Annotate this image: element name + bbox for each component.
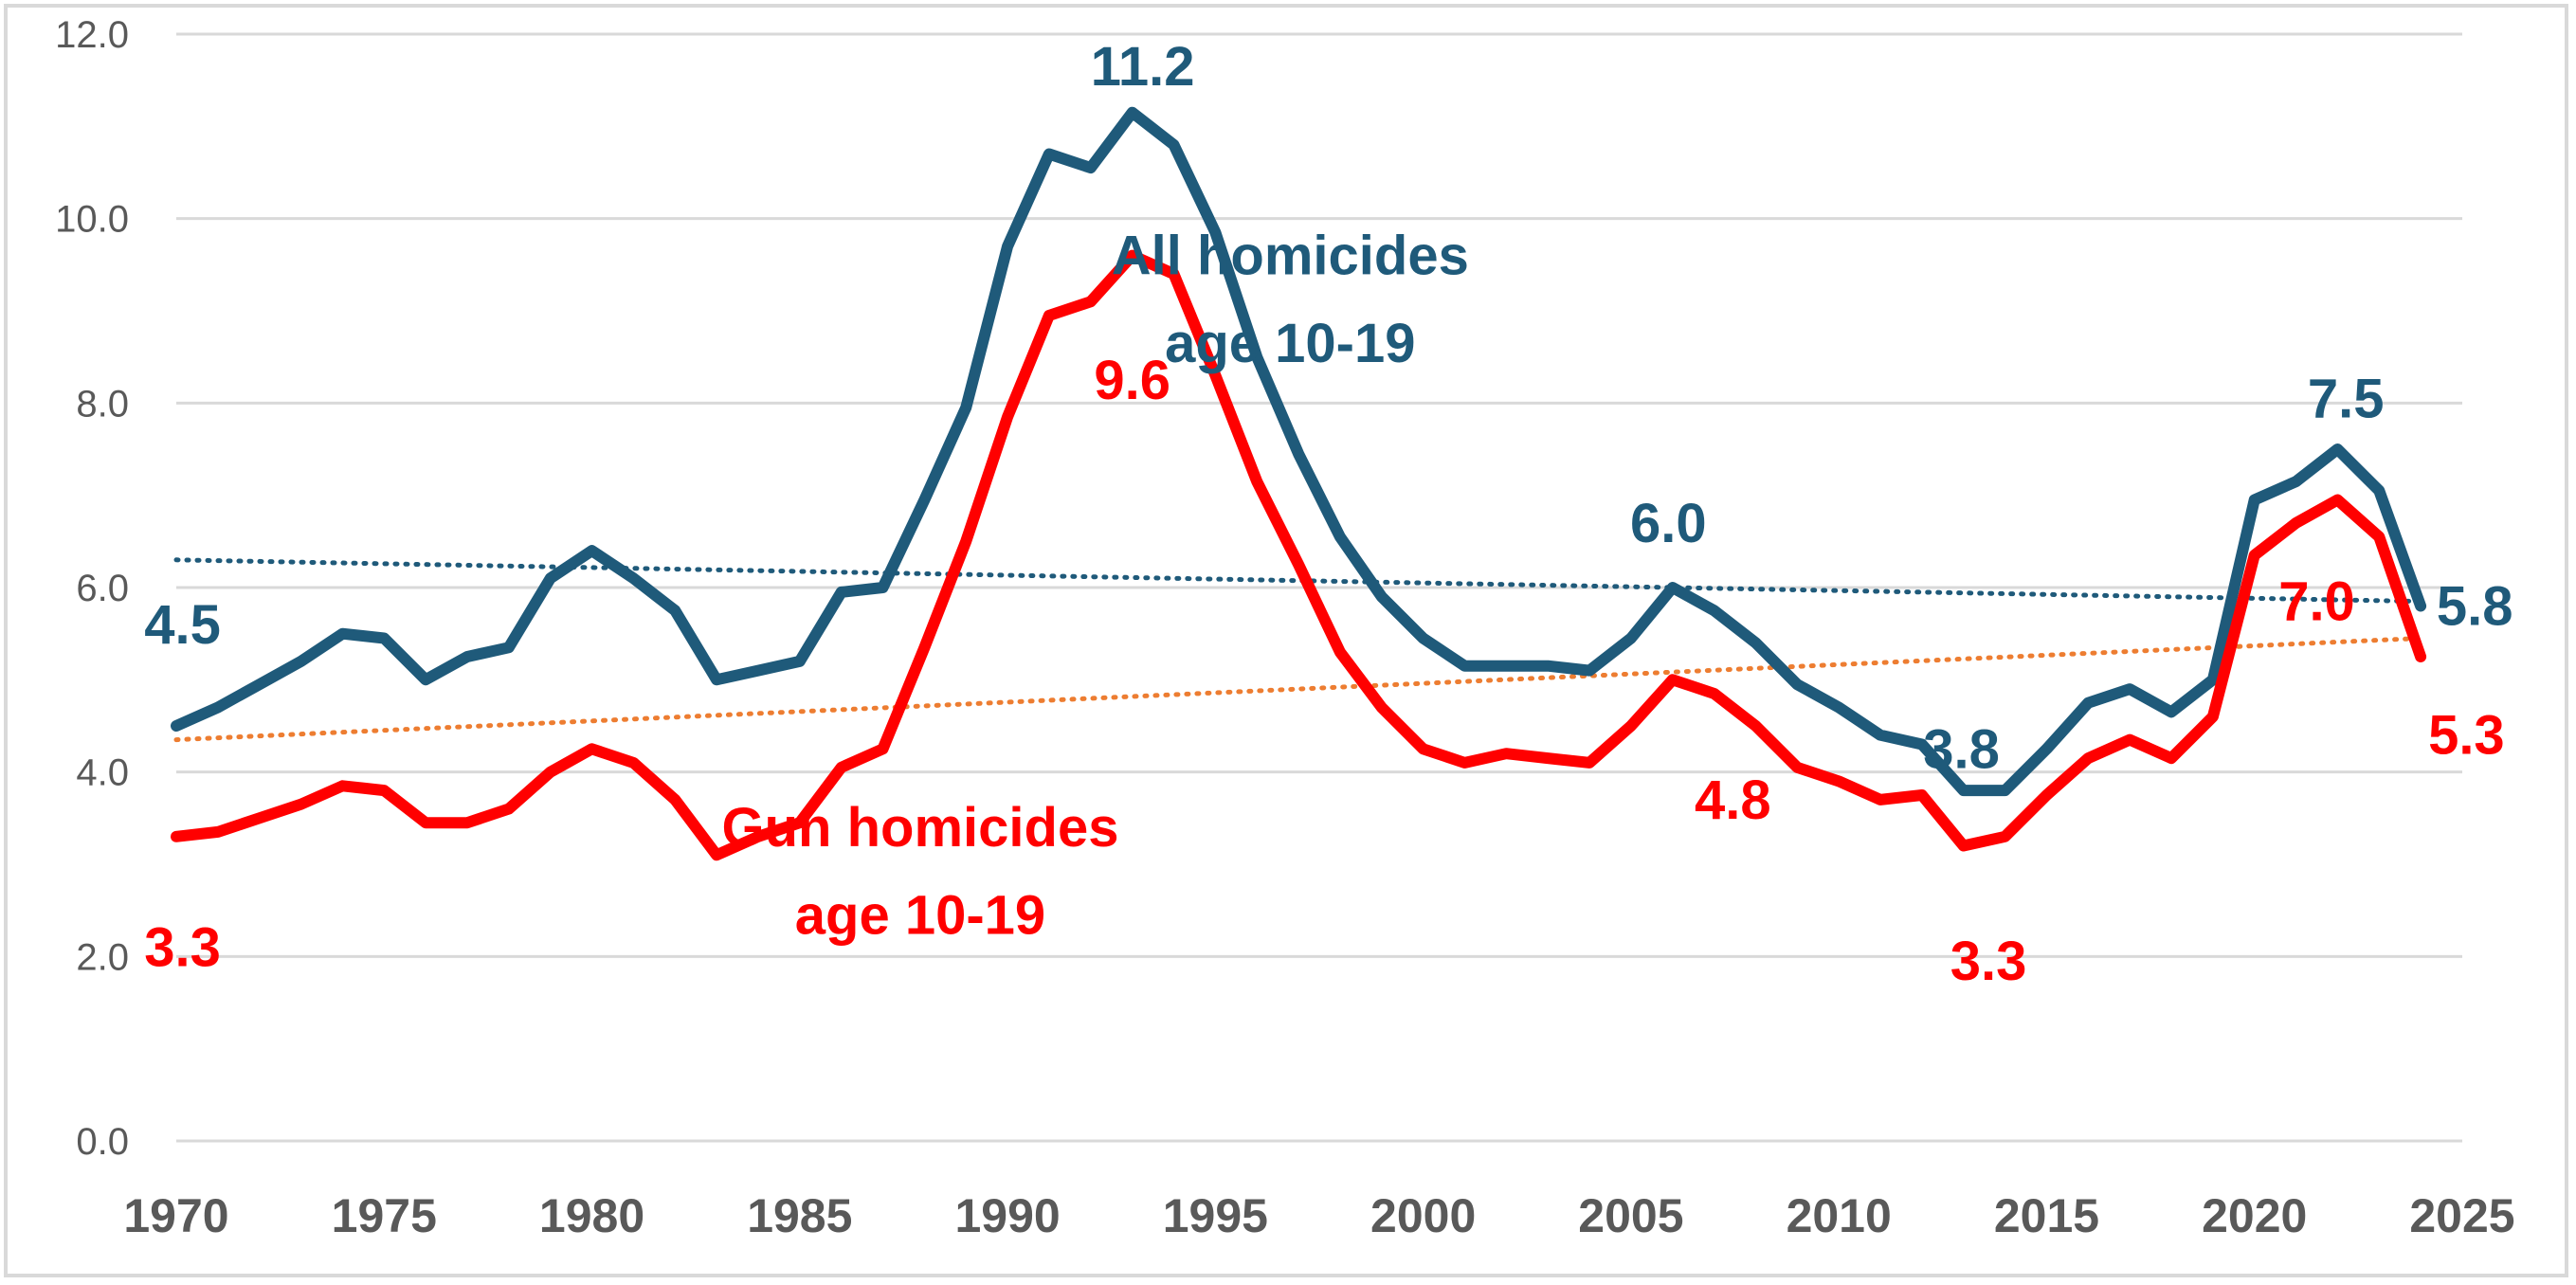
trendline-all — [173, 557, 2423, 605]
y-tick-label: 12.0 — [55, 14, 129, 56]
x-tick-label: 2020 — [2202, 1189, 2307, 1242]
data-label: 9.6 — [1094, 350, 1170, 411]
trendline-gun — [173, 636, 2423, 743]
x-tick-label: 1970 — [123, 1189, 228, 1242]
x-tick-label: 2025 — [2409, 1189, 2514, 1242]
y-tick-label: 8.0 — [76, 383, 129, 425]
y-axis-ticks: 0.0 2.0 4.0 6.0 8.0 10.0 12.0 — [55, 14, 129, 1163]
y-tick-label: 6.0 — [76, 568, 129, 609]
data-label: 7.5 — [2308, 368, 2385, 429]
y-tick-label: 0.0 — [76, 1121, 129, 1163]
gridlines — [176, 32, 2462, 1143]
chart-frame — [4, 4, 2568, 1277]
data-label: 6.0 — [1630, 493, 1707, 554]
trendlines — [173, 557, 2423, 743]
data-label: 3.8 — [1923, 718, 2000, 780]
x-tick-label: 1995 — [1163, 1189, 1268, 1242]
x-tick-label: 2015 — [1994, 1189, 2099, 1242]
x-tick-label: 2005 — [1578, 1189, 1683, 1242]
x-tick-label: 1980 — [539, 1189, 644, 1242]
y-tick-label: 10.0 — [55, 199, 129, 241]
data-label: 3.3 — [1950, 931, 2027, 992]
series-label-all-line2: age 10-19 — [1165, 313, 1415, 374]
series-labels: All homicides age 10-19 Gun homicides age 1… — [722, 226, 1469, 947]
x-tick-label: 2010 — [1787, 1189, 1892, 1242]
series-line-all — [171, 106, 2427, 797]
data-label: 7.0 — [2278, 571, 2355, 633]
data-annotations: 4.5 11.2 6.0 3.8 7.5 5.8 3.3 9.6 4.8 3.3 7.0 5.3 — [144, 36, 2513, 992]
x-tick-label: 2000 — [1370, 1189, 1476, 1242]
series-label-gun-line1: Gun homicides — [722, 797, 1119, 859]
data-label: 4.8 — [1695, 769, 1771, 831]
x-tick-label: 1975 — [332, 1189, 437, 1242]
data-label: 11.2 — [1091, 36, 1195, 98]
data-label: 5.3 — [2428, 705, 2505, 767]
data-label: 3.3 — [144, 917, 221, 979]
series-line-gun — [171, 249, 2427, 861]
series-label-gun-line2: age 10-19 — [795, 885, 1045, 947]
x-tick-label: 1985 — [747, 1189, 852, 1242]
series-label-all-line1: All homicides — [1112, 226, 1469, 287]
data-label: 4.5 — [144, 594, 221, 656]
x-axis-ticks: 1970 1975 1980 1985 1990 1995 2000 2005 2010 2015… — [123, 1189, 2514, 1242]
x-tick-label: 1990 — [954, 1189, 1060, 1242]
y-tick-label: 2.0 — [76, 936, 129, 978]
series-lines — [171, 106, 2427, 861]
y-tick-label: 4.0 — [76, 752, 129, 794]
data-label: 5.8 — [2437, 575, 2513, 637]
